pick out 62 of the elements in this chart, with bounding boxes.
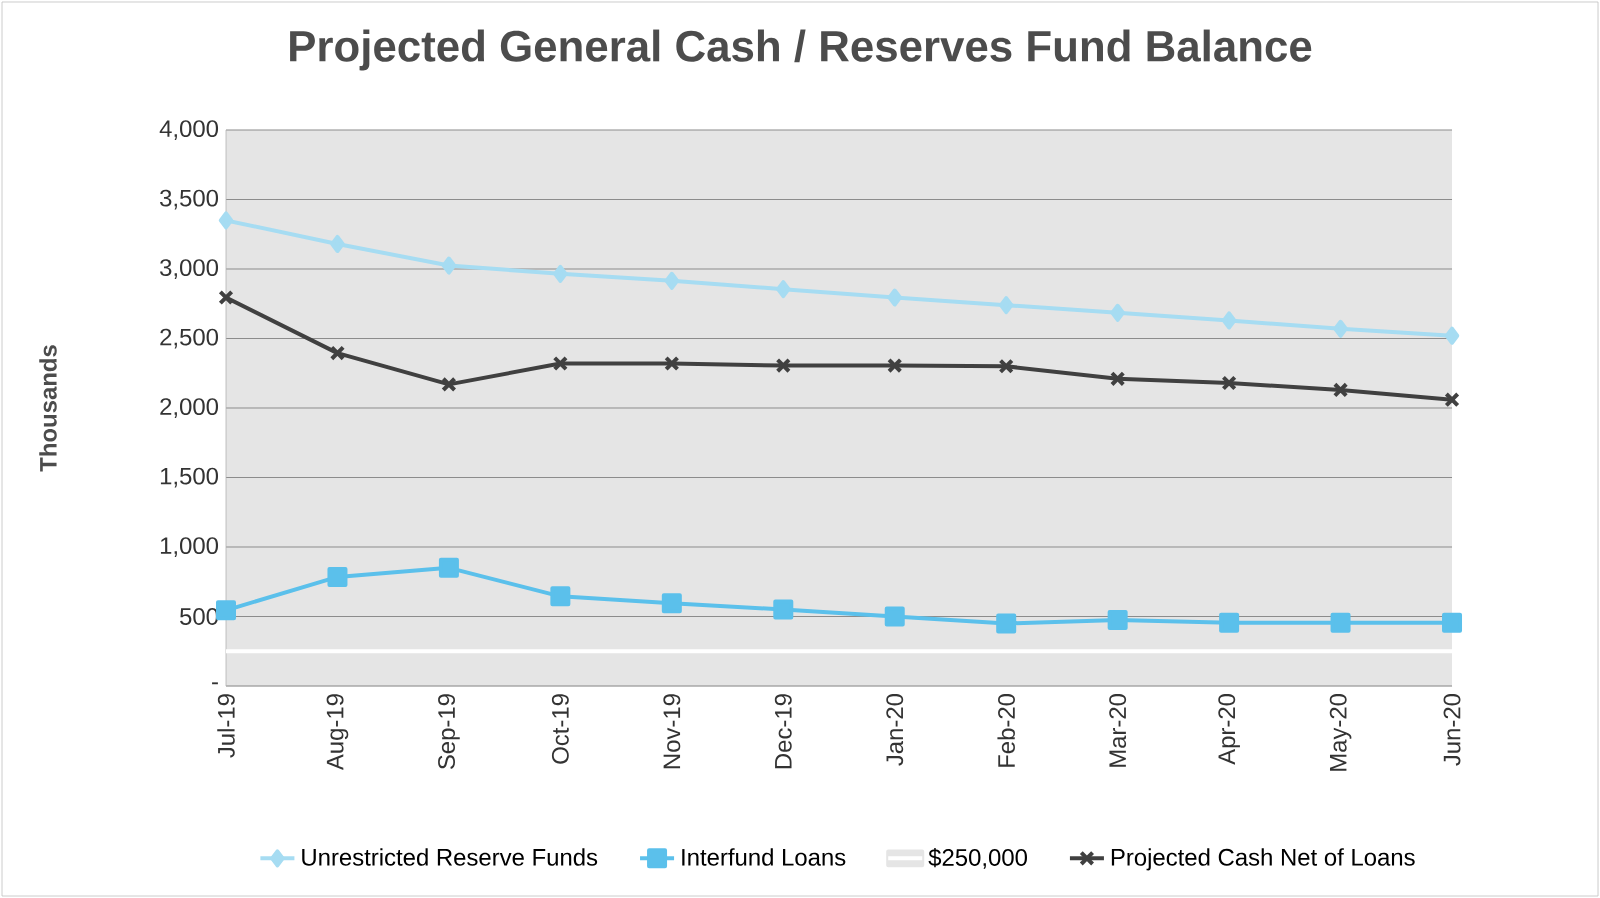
legend-label: Unrestricted Reserve Funds: [302, 848, 598, 866]
y-tick-label: 3,500: [160, 189, 219, 210]
point: [327, 566, 348, 587]
point: [775, 357, 791, 374]
point: [550, 586, 571, 607]
point: [887, 288, 902, 307]
point: [553, 264, 568, 283]
y-tick-label: -: [212, 682, 218, 685]
legend-label: Interfund Loans: [682, 848, 846, 866]
y-tick-label: 3,000: [160, 259, 219, 279]
y-tick-label: 1,500: [160, 467, 219, 488]
x-tick-label: Feb-20: [997, 693, 1015, 767]
x-tick-label: Sep-19: [438, 694, 460, 770]
point: [884, 606, 905, 627]
point: [1109, 371, 1126, 387]
x-tick-label: Dec-19: [774, 694, 792, 769]
y-tick-label: 4,000: [159, 120, 219, 140]
chart-title: Projected General Cash / Reserves Fund Balance: [290, 29, 1312, 71]
point: [329, 345, 346, 361]
point: [1333, 319, 1348, 338]
legend-label: Projected Cash Net of Loans: [1111, 848, 1415, 871]
point: [1221, 311, 1237, 330]
x-tick-label: Jun-20: [1443, 693, 1461, 766]
point: [216, 600, 236, 621]
point: [1219, 612, 1240, 633]
point: [664, 355, 680, 372]
point: [773, 599, 794, 620]
point: [1444, 326, 1460, 345]
legend-label: $250,000: [928, 848, 1027, 869]
point: [438, 557, 459, 578]
x-tick-label: Jul-19: [217, 694, 235, 758]
point: [441, 256, 457, 275]
x-tick-label: Mar-20: [1109, 693, 1127, 767]
point: [1110, 303, 1125, 322]
y-tick-label: 1,000: [160, 537, 219, 557]
point: [661, 593, 682, 614]
point: [1221, 375, 1237, 391]
point: [1107, 609, 1128, 630]
point: [1444, 392, 1460, 408]
point: [887, 357, 903, 374]
point: [998, 296, 1014, 315]
point: [1330, 612, 1351, 633]
x-tick-label: Jan-20: [886, 693, 904, 766]
y-axis-title: Thousands: [39, 345, 57, 472]
point: [1442, 612, 1463, 633]
point: [1332, 382, 1349, 398]
point: [664, 271, 680, 290]
y-tick-label: 2,500: [160, 328, 219, 349]
x-tick-label: May-20: [1329, 693, 1352, 771]
point: [998, 358, 1014, 374]
point: [552, 355, 569, 372]
point: [776, 280, 791, 299]
x-tick-label: Apr-20: [1218, 693, 1240, 765]
x-tick-label: Nov-19: [663, 694, 681, 769]
x-tick-label: Aug-19: [326, 694, 349, 771]
x-tick-label: Oct-19: [551, 694, 569, 764]
point: [996, 613, 1017, 634]
point: [218, 289, 234, 306]
y-tick-label: 2,000: [160, 398, 219, 418]
point: [330, 234, 345, 253]
point: [218, 211, 234, 230]
point: [441, 376, 457, 393]
